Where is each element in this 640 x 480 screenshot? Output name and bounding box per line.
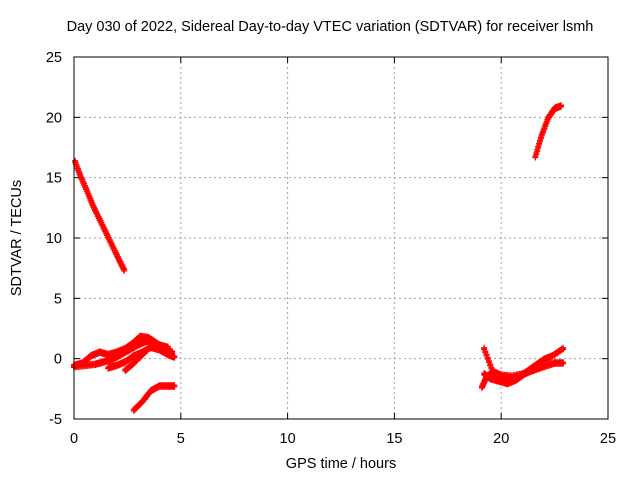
series-track-3 — [71, 337, 176, 371]
grid — [74, 57, 608, 419]
y-tick-label: 0 — [54, 352, 62, 368]
data-point — [533, 151, 540, 158]
x-tick-label: 15 — [386, 431, 402, 447]
x-tick-label: 20 — [493, 431, 509, 447]
series-track-6 — [130, 382, 178, 414]
y-tick-labels: -5 0 5 10 15 20 25 — [46, 50, 62, 428]
series-track-5 — [122, 342, 171, 375]
series-track-7 — [532, 102, 565, 161]
x-axis-label: GPS time / hours — [285, 456, 397, 472]
x-tick-label: 25 — [600, 431, 616, 447]
series-track-10 — [478, 359, 558, 391]
data-point — [171, 383, 178, 390]
data-point — [171, 354, 178, 361]
data-point — [536, 142, 543, 149]
data-point — [537, 135, 544, 142]
y-tick-label: 20 — [46, 110, 62, 126]
plot-frame — [73, 56, 609, 420]
data-point — [121, 267, 128, 274]
x-tick-label: 10 — [280, 431, 296, 447]
y-tick-label: 10 — [46, 231, 62, 247]
data-point — [164, 349, 171, 356]
y-tick-label: 25 — [46, 50, 62, 66]
data-point — [560, 360, 567, 367]
y-axis-label: SDTVAR / TECUs — [9, 179, 25, 297]
data-point — [551, 360, 558, 367]
data-point — [560, 346, 567, 353]
y-tick-label: 15 — [46, 171, 62, 187]
data-point — [532, 154, 539, 161]
x-tick-labels: 0 5 10 15 20 25 — [70, 431, 616, 447]
chart-title: Day 030 of 2022, Sidereal Day-to-day VTE… — [66, 19, 594, 35]
data-point — [534, 148, 541, 155]
y-tick-label: 5 — [54, 291, 62, 307]
x-tick-label: 0 — [70, 431, 78, 447]
y-tick-label: -5 — [49, 412, 62, 428]
series-track-1 — [72, 157, 128, 274]
data-point — [558, 103, 565, 110]
data-point — [536, 138, 543, 145]
data-point — [163, 349, 170, 356]
x-tick-label: 5 — [177, 431, 185, 447]
data-points — [71, 102, 567, 414]
data-point — [535, 145, 542, 152]
